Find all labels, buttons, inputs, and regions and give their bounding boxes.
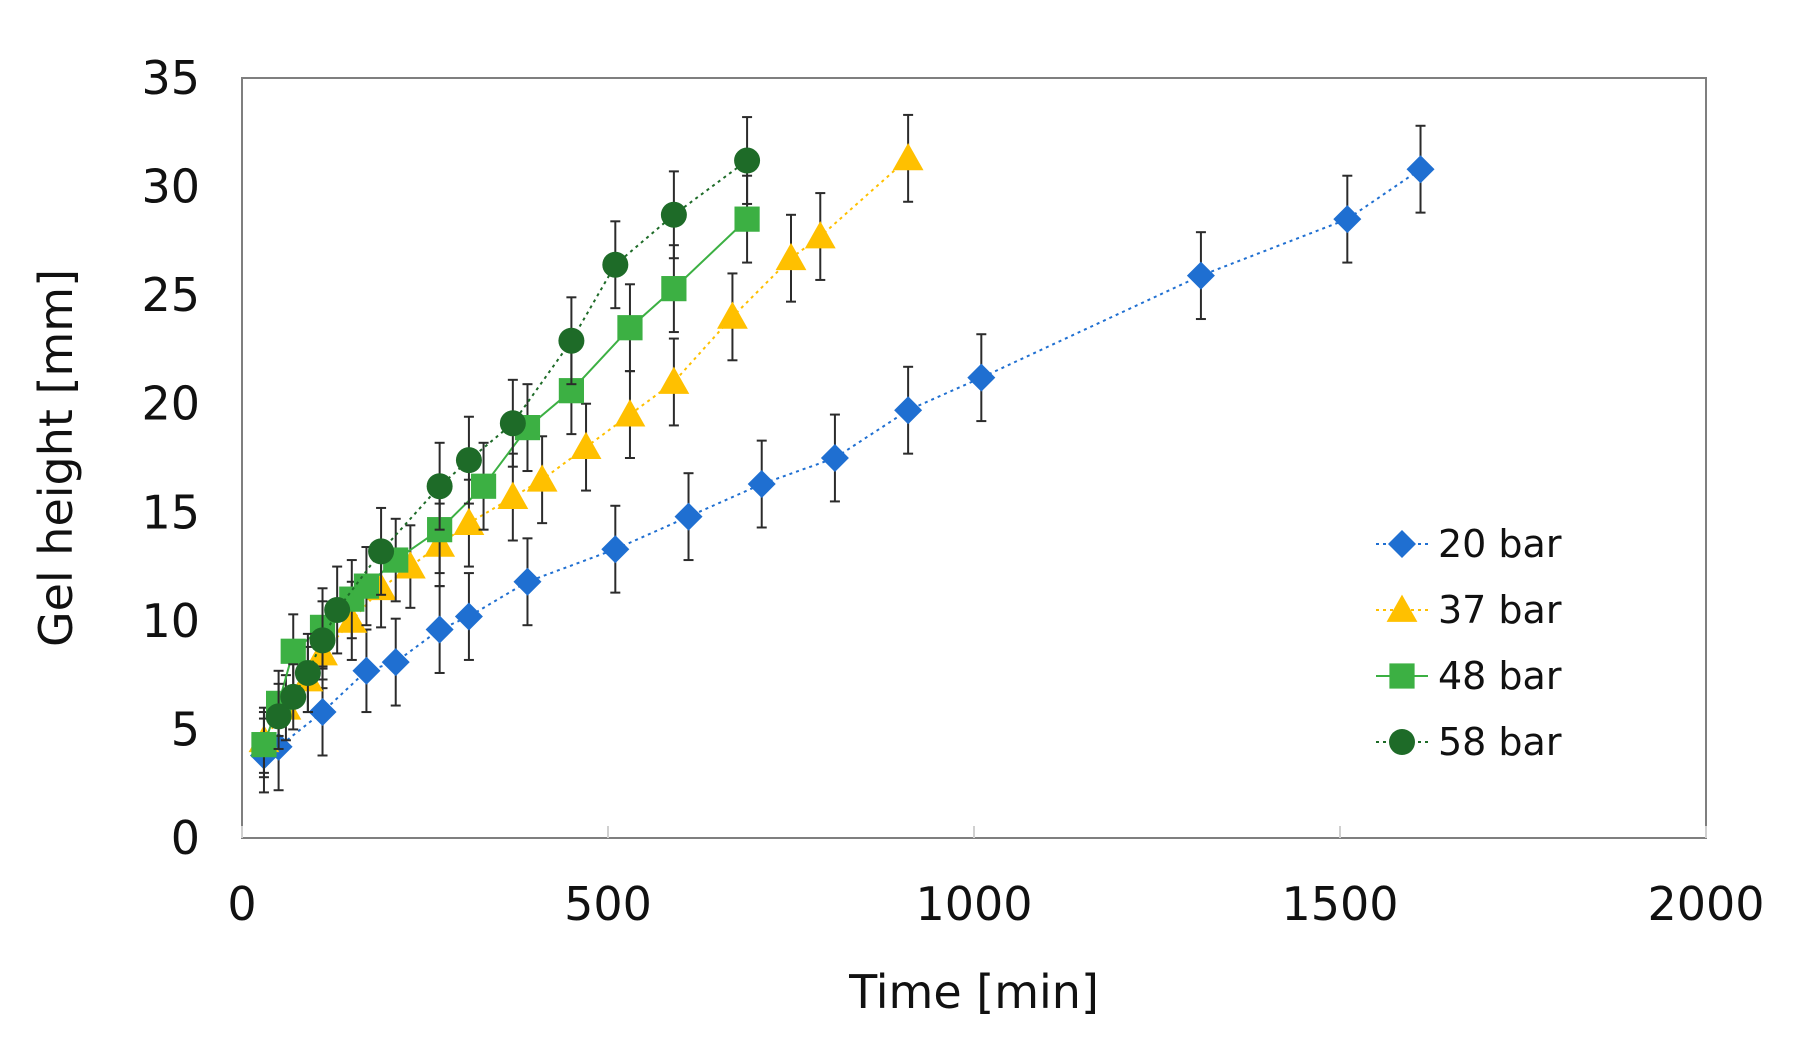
data-point [426, 473, 453, 500]
x-tick-label: 2000 [1647, 877, 1764, 931]
legend-marker [1389, 729, 1415, 755]
data-point [280, 683, 307, 710]
data-point [455, 447, 482, 474]
data-point [734, 206, 760, 232]
legend-marker [1388, 530, 1416, 558]
legend: 20 bar 37 bar 48 bar 58 bar [1376, 522, 1562, 764]
data-point [513, 567, 542, 596]
legend-label: 58 bar [1438, 720, 1562, 764]
data-point [309, 627, 336, 654]
y-tick-label: 10 [141, 594, 200, 648]
y-axis-title: Gel height [mm] [29, 269, 83, 647]
data-point [617, 315, 643, 341]
data-point [324, 597, 351, 623]
x-tick-label: 1500 [1281, 877, 1398, 931]
data-point [658, 366, 690, 394]
x-tick-label: 1000 [915, 877, 1032, 931]
y-tick-label: 25 [141, 268, 200, 322]
data-point [1406, 155, 1435, 184]
x-tick-label: 0 [227, 877, 256, 931]
data-point [601, 535, 630, 564]
plot-area [241, 77, 1707, 839]
data-point [804, 221, 836, 249]
data-point [453, 507, 485, 536]
y-tick-label: 15 [141, 485, 200, 539]
data-point [470, 473, 497, 499]
data-point [570, 431, 602, 460]
data-point [251, 732, 277, 758]
data-point [454, 602, 483, 631]
data-point [352, 656, 381, 685]
y-tick-label: 20 [141, 377, 200, 431]
data-point [265, 703, 292, 730]
series-line [263, 168, 1422, 757]
legend-marker [1389, 663, 1415, 689]
data-point [660, 201, 687, 228]
y-tick-label: 35 [141, 51, 200, 105]
data-point [526, 464, 558, 492]
data-point [717, 301, 748, 329]
series-layer [248, 113, 1435, 794]
y-tick-label: 5 [171, 702, 200, 756]
legend-label: 48 bar [1438, 654, 1562, 698]
data-point [894, 396, 923, 425]
data-point [381, 648, 410, 677]
legend-marker [1386, 594, 1418, 622]
series-58-bar [265, 116, 761, 750]
data-point [602, 251, 629, 278]
data-point [674, 502, 703, 531]
data-point [614, 399, 646, 427]
y-tick-label: 0 [171, 811, 200, 865]
data-point [368, 538, 395, 565]
series-20-bar [249, 124, 1435, 794]
data-point [967, 363, 996, 392]
x-tick-label: 500 [564, 877, 652, 931]
data-point [775, 242, 807, 271]
data-point [820, 444, 849, 472]
legend-label: 20 bar [1438, 522, 1562, 566]
data-point [425, 615, 454, 644]
legend-label: 37 bar [1438, 588, 1562, 632]
data-point [734, 147, 761, 174]
data-point [280, 638, 306, 664]
axis-ticks: 0 500 1000 1500 2000 0 5 10 15 20 25 30 35 [141, 51, 1764, 931]
data-point [558, 327, 585, 354]
data-point [497, 481, 529, 509]
data-point [1333, 205, 1362, 234]
data-point [294, 659, 321, 686]
data-point [747, 470, 776, 499]
y-tick-label: 30 [141, 160, 200, 214]
data-point [661, 276, 687, 302]
data-point [308, 698, 337, 727]
data-point [892, 142, 924, 171]
data-point [353, 573, 380, 599]
x-axis-title: Time [min] [848, 965, 1099, 1019]
data-point [499, 410, 526, 437]
data-point [1186, 261, 1215, 290]
